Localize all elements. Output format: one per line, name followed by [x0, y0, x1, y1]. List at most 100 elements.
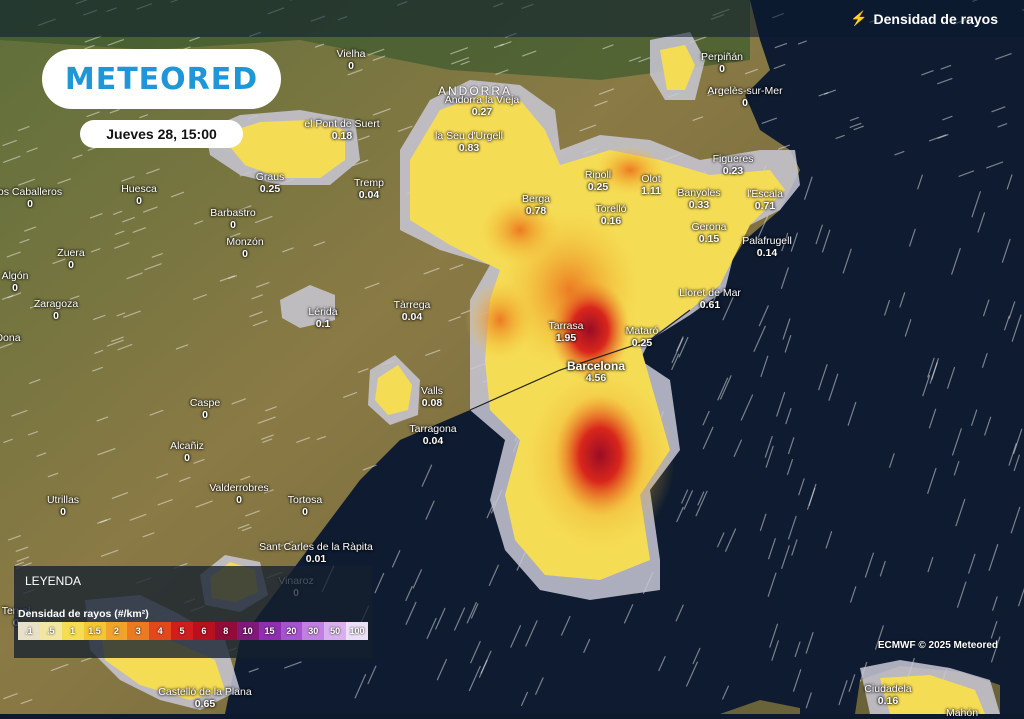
- city-value: 0: [337, 60, 366, 72]
- city-value: 0: [707, 97, 782, 109]
- city-name: Tremp: [354, 177, 384, 189]
- city-name: Tàrrega: [394, 299, 431, 311]
- city-name: Mahón: [946, 707, 978, 719]
- city-value: 0.83: [435, 142, 503, 154]
- city-value: 0: [121, 195, 157, 207]
- legend-step: 2: [106, 622, 128, 640]
- legend-step: .1: [18, 622, 40, 640]
- city-value: 0.01: [259, 553, 373, 565]
- city-value: 0: [190, 409, 220, 421]
- city-name: Barcelona: [567, 360, 625, 372]
- legend-subtitle: Densidad de rayos (#/km²): [18, 608, 149, 620]
- city-value: 0.08: [421, 397, 443, 409]
- legend-title: LEYENDA: [25, 574, 81, 588]
- city-label[interactable]: Mahón: [946, 707, 978, 719]
- date-time-label[interactable]: Jueves 28, 15:00: [80, 120, 243, 148]
- legend-step: 15: [259, 622, 281, 640]
- city-value: 0: [170, 452, 204, 464]
- city-value: 0.33: [677, 199, 720, 211]
- city-name: Andorra la Vieja: [445, 94, 520, 106]
- city-value: 0.25: [256, 183, 285, 195]
- legend-step: 1: [62, 622, 84, 640]
- legend-step: 10: [237, 622, 259, 640]
- legend-step: 100: [346, 622, 368, 640]
- city-name: Torelló: [596, 203, 627, 215]
- city-value: 0: [57, 259, 84, 271]
- city-name: Banyoles: [677, 187, 720, 199]
- city-name: Caspe: [190, 397, 220, 409]
- city-name: Figueres: [713, 153, 754, 165]
- city-name: la Seu d'Urgell: [435, 130, 503, 142]
- layer-title-label: Densidad de rayos: [874, 11, 999, 27]
- city-value: 0.04: [394, 311, 431, 323]
- layer-title[interactable]: ⚡ Densidad de rayos: [850, 10, 998, 27]
- city-name: Mataró: [626, 325, 659, 337]
- city-name: Barbastro: [210, 207, 256, 219]
- city-name: Sant Carles de la Ràpita: [259, 541, 373, 553]
- city-value: 4.56: [567, 372, 625, 384]
- legend-step: 4: [149, 622, 171, 640]
- legend-step: 3: [127, 622, 149, 640]
- city-value: 0.16: [864, 695, 911, 707]
- city-name: Ciudadela: [864, 683, 911, 695]
- city-name: Utrillas: [47, 494, 79, 506]
- city-name: Tarragona: [409, 423, 456, 435]
- city-name: Alcañiz: [170, 440, 204, 452]
- city-value: 0.78: [522, 205, 550, 217]
- city-label[interactable]: Dona: [0, 332, 21, 344]
- city-value: 0.27: [445, 106, 520, 118]
- city-name: Gerona: [691, 221, 726, 233]
- city-value: 0.71: [747, 200, 783, 212]
- city-value: 0.18: [304, 130, 379, 142]
- city-name: Vielha: [337, 48, 366, 60]
- city-value: 0: [2, 282, 29, 294]
- city-value: 0: [288, 506, 322, 518]
- city-value: 0: [47, 506, 79, 518]
- meteored-logo[interactable]: METEORED: [42, 49, 281, 109]
- city-value: 0: [226, 248, 263, 260]
- city-name: Valderrobres: [209, 482, 268, 494]
- lightning-icon: ⚡: [850, 10, 867, 27]
